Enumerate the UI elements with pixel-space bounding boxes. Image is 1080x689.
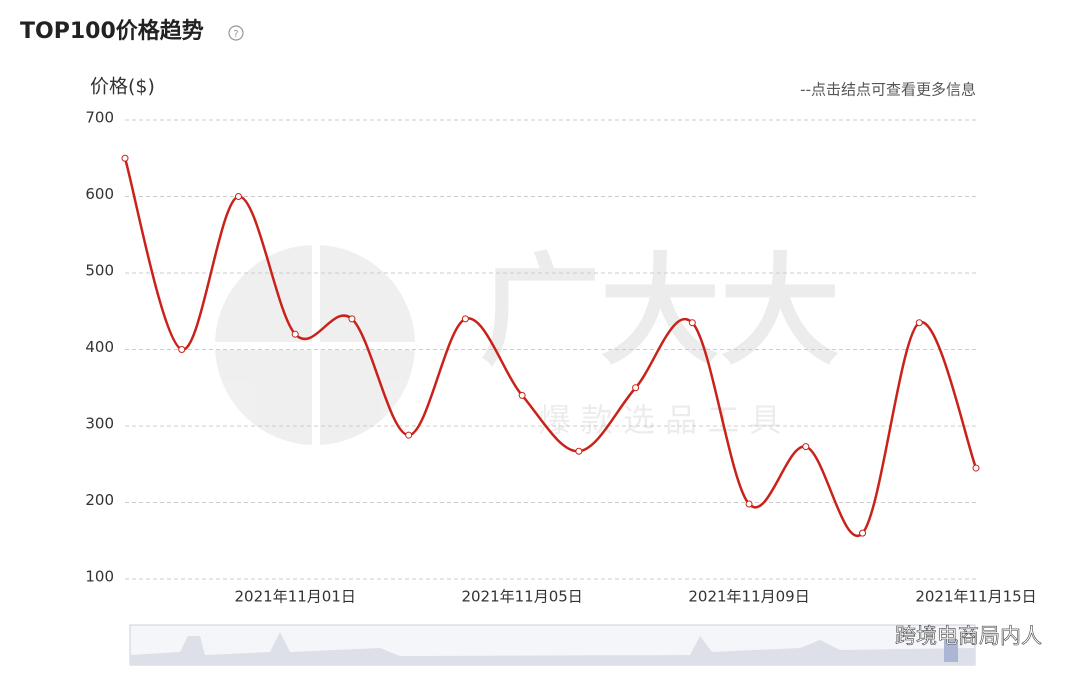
x-tick-label: 2021年11月15日 <box>915 588 1036 606</box>
y-tick-label: 600 <box>85 185 114 203</box>
data-point[interactable] <box>859 529 867 537</box>
y-tick-label: 100 <box>85 568 114 586</box>
watermark-logo <box>210 240 420 450</box>
source-watermark: 跨境电商局内人 <box>895 624 1042 648</box>
data-point[interactable] <box>745 500 753 508</box>
x-tick-label: 2021年11月05日 <box>461 588 582 606</box>
data-point[interactable] <box>972 464 980 472</box>
data-point[interactable] <box>632 384 640 392</box>
help-icon[interactable]: ? <box>228 25 244 41</box>
data-point[interactable] <box>405 431 413 439</box>
data-point[interactable] <box>518 391 526 399</box>
x-tick-label: 2021年11月09日 <box>688 588 809 606</box>
zoom-slider[interactable] <box>129 624 976 666</box>
price-line <box>123 157 978 538</box>
data-point[interactable] <box>121 154 129 162</box>
y-tick-label: 200 <box>85 491 114 509</box>
y-tick-label: 400 <box>85 338 114 356</box>
data-point[interactable] <box>348 315 356 323</box>
y-tick-label: 500 <box>85 262 114 280</box>
data-point[interactable] <box>575 447 583 455</box>
svg-text:?: ? <box>233 29 238 40</box>
y-axis-label: 价格($) <box>90 76 155 98</box>
data-point[interactable] <box>915 319 923 327</box>
y-tick-label: 700 <box>85 109 114 127</box>
data-point[interactable] <box>688 319 696 327</box>
watermark-slogan: 爆 款 选 品 工 具 <box>539 401 782 439</box>
data-point[interactable] <box>291 330 299 338</box>
data-point[interactable] <box>178 346 186 353</box>
watermark-brand: 广大大 <box>480 243 840 382</box>
page-title: TOP100价格趋势 <box>20 18 204 44</box>
data-point[interactable] <box>461 315 469 323</box>
data-point[interactable] <box>802 443 810 451</box>
data-point[interactable] <box>234 193 242 200</box>
y-tick-label: 300 <box>85 415 114 433</box>
hint-note: --点击结点可查看更多信息 <box>800 81 976 99</box>
x-tick-label: 2021年11月01日 <box>235 588 356 606</box>
